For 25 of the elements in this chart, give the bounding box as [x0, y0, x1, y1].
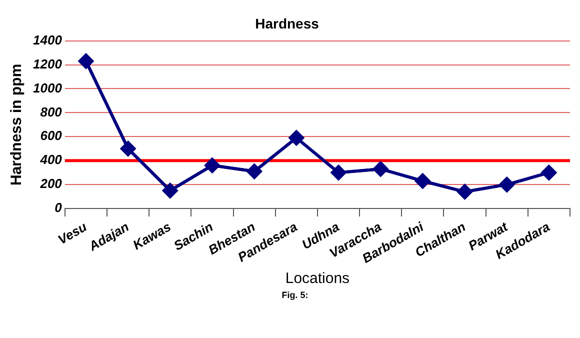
- point: [331, 165, 346, 180]
- y-tick-label: 0: [54, 200, 63, 216]
- point: [78, 54, 94, 69]
- y-tick-label: 1000: [33, 80, 63, 96]
- point: [162, 183, 178, 198]
- point: [373, 162, 388, 177]
- point: [246, 164, 262, 179]
- y-tick-label: 800: [40, 104, 63, 120]
- point: [120, 141, 136, 156]
- y-tick-label: 1200: [33, 56, 63, 72]
- caption: Fig. 5:: [282, 290, 308, 300]
- y-tick-label: 400: [39, 152, 63, 168]
- y-axis-title: Hardness in ppm: [8, 64, 26, 186]
- y-tick-label: 1400: [33, 32, 63, 48]
- y-tick-label: 600: [40, 128, 63, 144]
- x-axis-title: Locations: [285, 270, 350, 288]
- point: [288, 130, 304, 146]
- point: [457, 184, 472, 200]
- point: [204, 158, 220, 173]
- point: [541, 165, 556, 180]
- point: [415, 173, 430, 188]
- chart-title: Hardness: [255, 15, 320, 32]
- y-tick-label: 200: [39, 176, 63, 192]
- x-tick-label: Vesu: [55, 218, 90, 248]
- point: [499, 177, 514, 192]
